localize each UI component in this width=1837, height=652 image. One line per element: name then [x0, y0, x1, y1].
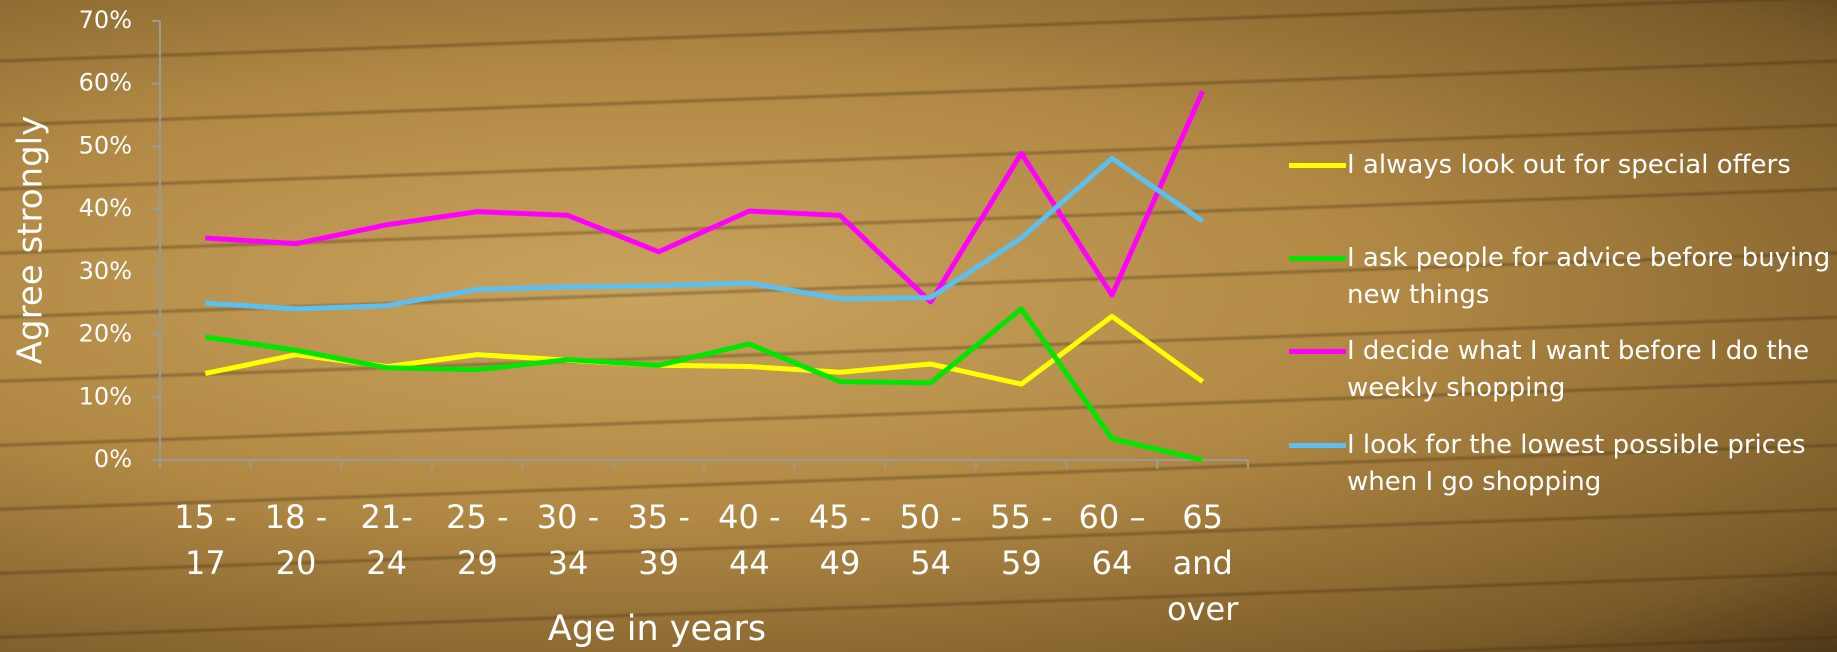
x-tick-label: 15 - [174, 498, 236, 536]
legend-item: I decide what I want before I do the wee… [1289, 333, 1834, 407]
x-tick-label: 64 [1092, 544, 1133, 582]
legend-label: I look for the lowest possible prices wh… [1347, 430, 1806, 497]
legend-item: I look for the lowest possible prices wh… [1289, 427, 1834, 501]
x-tick-label: 25 - [446, 498, 508, 536]
x-tick-label: 60 – [1079, 498, 1146, 536]
x-tick-label: 30 - [537, 498, 599, 536]
x-tick-label: 50 - [899, 498, 961, 536]
legend-swatch [1289, 443, 1346, 448]
y-tick-label: 10% [79, 382, 132, 410]
x-tick-label: 35 - [627, 498, 689, 536]
x-tick-label: 17 [185, 544, 226, 582]
x-tick-label: 20 [276, 544, 317, 582]
y-tick-label: 30% [79, 257, 132, 285]
y-tick-label: 20% [79, 320, 132, 348]
x-tick-label: 29 [457, 544, 498, 582]
x-tick-label: 44 [729, 544, 770, 582]
x-tick-label: 39 [638, 544, 679, 582]
x-tick-label: 21- [361, 498, 413, 536]
legend-label: I ask people for advice before buying ne… [1347, 243, 1831, 310]
x-tick-label: 24 [366, 544, 407, 582]
x-axis-title: Age in years [548, 609, 766, 649]
legend-item: I ask people for advice before buying ne… [1289, 240, 1834, 314]
x-tick-label: and [1173, 544, 1233, 582]
y-tick-label: 40% [79, 194, 132, 222]
legend-item: I always look out for special offers [1289, 147, 1834, 184]
x-tick-label: 49 [820, 544, 861, 582]
legend-label: I decide what I want before I do the wee… [1347, 336, 1810, 403]
series-line [205, 155, 1205, 312]
y-tick-label: 0% [94, 445, 132, 473]
x-tick-label: 45 - [809, 498, 871, 536]
legend-swatch [1289, 163, 1346, 168]
x-tick-label: 34 [548, 544, 589, 582]
y-tick-label: 60% [79, 69, 132, 97]
x-tick-label: over [1167, 590, 1239, 628]
series-line [205, 90, 1205, 305]
legend-swatch [1289, 349, 1346, 354]
series-line [204, 306, 1204, 463]
legend-label: I always look out for special offers [1347, 150, 1791, 180]
x-tick-label: 65 [1182, 498, 1223, 536]
y-tick-label: 50% [79, 131, 132, 159]
x-tick-label: 55 - [990, 498, 1052, 536]
x-tick-label: 18 - [265, 498, 327, 536]
legend-swatch [1289, 256, 1346, 261]
x-tick-label: 59 [1001, 544, 1042, 582]
x-tick-label: 54 [910, 544, 951, 582]
x-tick-label: 40 - [718, 498, 780, 536]
y-axis-title: Agree strongly [11, 116, 51, 365]
y-tick-label: 70% [79, 6, 132, 34]
